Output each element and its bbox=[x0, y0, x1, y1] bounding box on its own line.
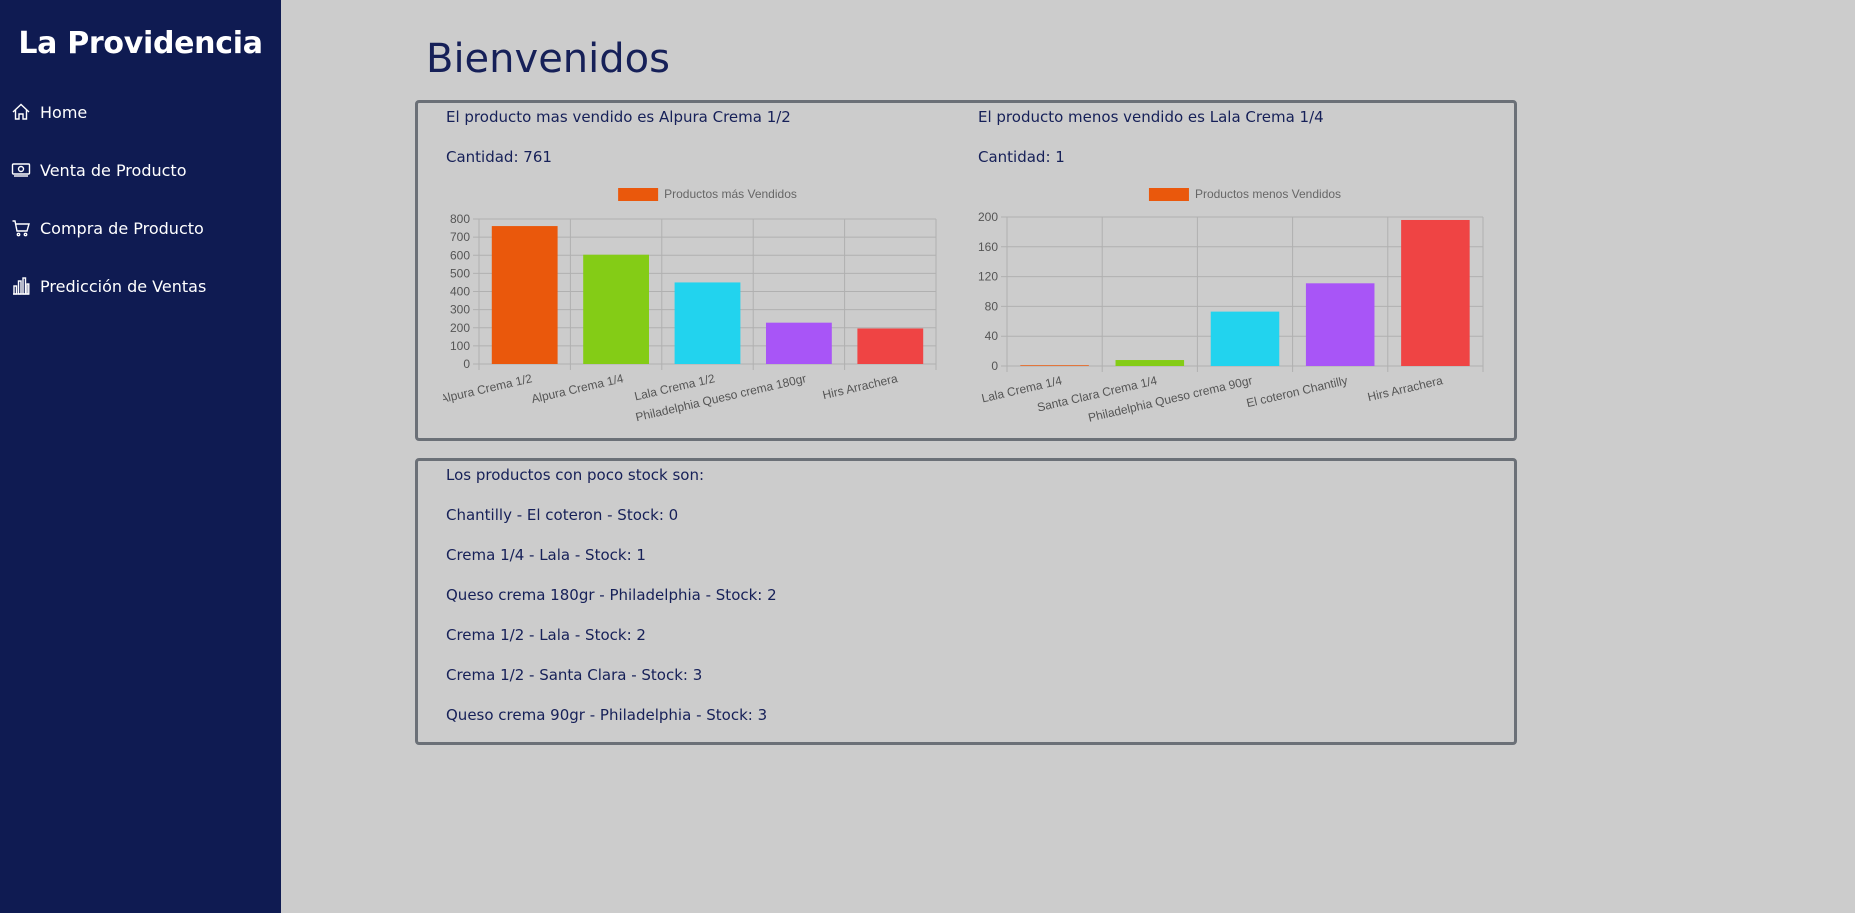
home-icon bbox=[12, 103, 30, 120]
low-stock-card: Los productos con poco stock son: Chanti… bbox=[415, 458, 1517, 745]
best-sellers-chart: Productos más Vendidos 0 100 200 300 400 500 60… bbox=[443, 187, 937, 424]
y-tick-label: 400 bbox=[450, 285, 470, 299]
sidebar-item-home[interactable]: Home bbox=[0, 83, 281, 141]
money-icon bbox=[11, 163, 31, 177]
sidebar-item-venta[interactable]: Venta de Producto bbox=[0, 141, 281, 199]
bar bbox=[1401, 219, 1470, 366]
bar bbox=[491, 226, 558, 364]
y-tick-label: 120 bbox=[978, 270, 998, 284]
sales-summary-card: El producto mas vendido es Alpura Crema … bbox=[415, 100, 1517, 441]
x-tick-label: Alpura Crema 1/2 bbox=[443, 371, 534, 406]
y-tick-label: 300 bbox=[450, 303, 470, 317]
sidebar-item-compra[interactable]: Compra de Producto bbox=[0, 199, 281, 257]
bar bbox=[857, 328, 924, 364]
legend-swatch bbox=[1148, 188, 1189, 201]
y-tick-label: 0 bbox=[991, 359, 998, 373]
bar bbox=[1115, 360, 1185, 366]
y-tick-label: 40 bbox=[985, 329, 999, 343]
x-tick-label: El coteron Chantilly bbox=[1245, 373, 1349, 410]
y-tick-label: 100 bbox=[450, 339, 470, 353]
y-tick-label: 200 bbox=[450, 321, 470, 335]
y-tick-label: 500 bbox=[450, 266, 470, 280]
sidebar-nav: Home Venta de Producto Compra de Product… bbox=[0, 83, 281, 315]
y-tick-label: 200 bbox=[978, 210, 998, 224]
best-product-quantity: Cantidad: 761 bbox=[446, 148, 552, 166]
low-stock-item: Queso crema 180gr - Philadelphia - Stock… bbox=[446, 586, 777, 604]
x-tick-label: Hirs Arrachera bbox=[1366, 373, 1444, 404]
sidebar-item-label: Venta de Producto bbox=[40, 160, 187, 180]
bar bbox=[674, 282, 741, 364]
sidebar: La Providencia Home Venta de Producto Co… bbox=[0, 0, 281, 913]
legend-swatch bbox=[618, 188, 659, 201]
y-tick-label: 160 bbox=[978, 240, 998, 254]
worst-sellers-chart: Productos menos Vendidos04080120160200La… bbox=[978, 187, 1484, 425]
bar bbox=[1305, 283, 1375, 366]
bar bbox=[1020, 365, 1089, 366]
y-tick-label: 80 bbox=[985, 299, 999, 313]
low-stock-item: Crema 1/4 - Lala - Stock: 1 bbox=[446, 546, 646, 564]
y-tick-label: 700 bbox=[450, 230, 470, 244]
x-tick-label: Alpura Crema 1/4 bbox=[530, 371, 625, 406]
sidebar-item-prediccion[interactable]: Predicción de Ventas bbox=[0, 257, 281, 315]
bar bbox=[583, 254, 650, 364]
y-tick-label: 0 bbox=[463, 357, 470, 371]
brand-title: La Providencia bbox=[18, 26, 263, 61]
bar bbox=[1210, 311, 1280, 366]
best-product-text: El producto mas vendido es Alpura Crema … bbox=[446, 108, 791, 126]
sidebar-item-label: Compra de Producto bbox=[40, 218, 204, 238]
y-tick-label: 600 bbox=[450, 248, 470, 262]
legend-label: Productos menos Vendidos bbox=[1195, 187, 1341, 201]
low-stock-item: Queso crema 90gr - Philadelphia - Stock:… bbox=[446, 706, 768, 724]
bar-chart-icon bbox=[13, 277, 30, 295]
low-stock-item: Crema 1/2 - Lala - Stock: 2 bbox=[446, 626, 646, 644]
x-tick-label: Philadelphia Queso crema 90gr bbox=[1087, 373, 1254, 424]
low-stock-item: Crema 1/2 - Santa Clara - Stock: 3 bbox=[446, 666, 703, 684]
page-title: Bienvenidos bbox=[426, 36, 670, 82]
cart-icon bbox=[12, 220, 30, 237]
y-tick-label: 800 bbox=[450, 212, 470, 226]
bar bbox=[765, 322, 832, 364]
worst-product-quantity: Cantidad: 1 bbox=[978, 148, 1065, 166]
legend-label: Productos más Vendidos bbox=[664, 187, 797, 201]
sidebar-item-label: Home bbox=[40, 102, 88, 122]
sidebar-item-label: Predicción de Ventas bbox=[40, 276, 207, 296]
low-stock-heading: Los productos con poco stock son: bbox=[446, 466, 705, 484]
x-tick-label: Hirs Arrachera bbox=[821, 371, 899, 402]
worst-product-text: El producto menos vendido es Lala Crema … bbox=[978, 108, 1324, 126]
low-stock-item: Chantilly - El coteron - Stock: 0 bbox=[446, 506, 679, 524]
